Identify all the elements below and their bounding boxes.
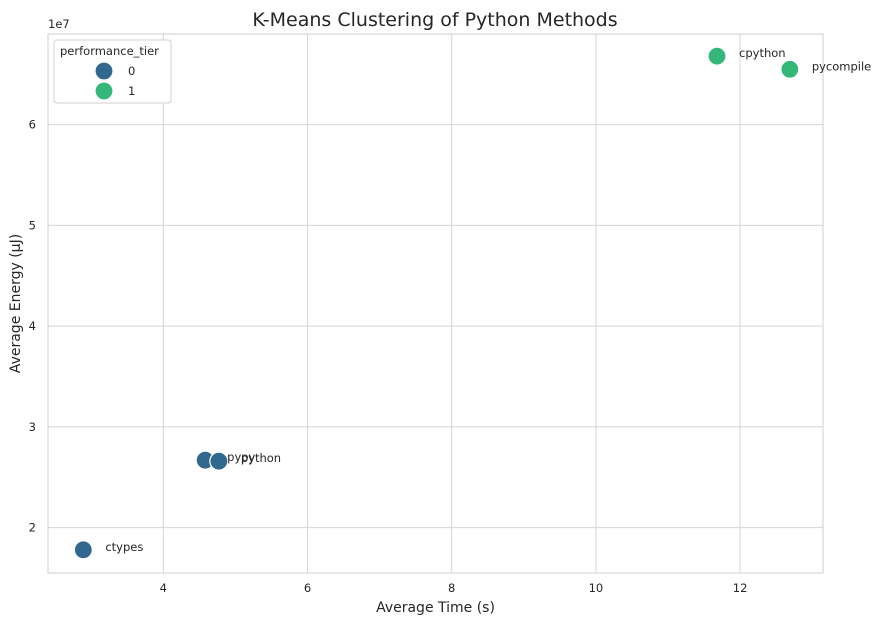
x-tick-label: 4 [160, 581, 167, 595]
point-label-pycompile: pycompile [812, 59, 871, 73]
legend-title: performance_tier [60, 44, 159, 58]
x-axis-label: Average Time (s) [376, 600, 495, 616]
y-tick-label: 4 [29, 319, 36, 333]
grid-lines [48, 34, 823, 573]
y-axis-ticks: 2 3 4 5 6 [29, 118, 36, 535]
y-tick-label: 2 [29, 521, 36, 535]
y-tick-label: 5 [29, 218, 36, 232]
plot-area-frame [47, 33, 824, 574]
x-tick-label: 8 [448, 581, 455, 595]
y-tick-label: 6 [29, 118, 36, 132]
x-tick-label: 12 [733, 581, 748, 595]
legend-marker-1 [94, 81, 114, 101]
y-offset-label: 1e7 [48, 17, 70, 31]
data-point-cpython [707, 46, 727, 66]
data-point-ctypes [73, 540, 93, 560]
point-label-pypy: pypy [227, 450, 255, 464]
point-label-python: python [241, 451, 281, 465]
y-tick-label: 3 [29, 420, 36, 434]
legend: performance_tier 0 1 [53, 39, 172, 104]
x-tick-label: 6 [304, 581, 311, 595]
point-label-ctypes: ctypes [105, 540, 143, 554]
data-point-python [209, 451, 229, 471]
chart-title: K-Means Clustering of Python Methods [252, 9, 617, 31]
legend-label-0: 0 [128, 64, 135, 78]
x-axis-ticks: 4 6 8 10 12 [160, 581, 748, 595]
legend-marker-0 [94, 61, 114, 81]
y-axis-label: Average Energy (µJ) [8, 234, 24, 373]
legend-label-1: 1 [128, 84, 135, 98]
point-label-cpython: cpython [739, 46, 786, 60]
data-point-pycompile [780, 59, 800, 79]
x-tick-label: 10 [589, 581, 604, 595]
